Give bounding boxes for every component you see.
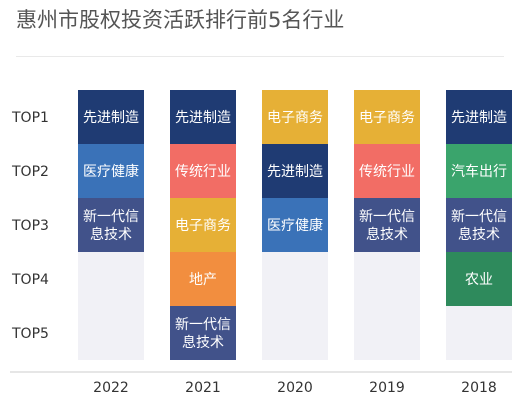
cell-label-2019-top2: 传统行业 <box>359 164 415 180</box>
year-label-2021: 2021 <box>185 380 221 396</box>
row-label-top5: TOP5 <box>11 326 49 342</box>
cell-label-2020-top2: 先进制造 <box>267 164 323 180</box>
cell-label-2021-top4: 地产 <box>189 272 217 288</box>
cell-2021-top4 <box>170 252 236 306</box>
row-label-top2: TOP2 <box>11 164 49 180</box>
cell-label-2022-top1: 先进制造 <box>83 110 139 126</box>
cell-2021-top5 <box>170 306 236 360</box>
cell-2018-top2 <box>446 144 512 198</box>
cell-2019-top2 <box>354 144 420 198</box>
cell-2022-top3 <box>78 198 144 252</box>
cell-label-2018-top1: 先进制造 <box>451 110 507 126</box>
cell-label-2018-top4: 农业 <box>465 272 493 288</box>
year-label-2018: 2018 <box>461 380 497 396</box>
cell-2021-top2 <box>170 144 236 198</box>
cell-2022-top1 <box>78 90 144 144</box>
cell-2018-top3 <box>446 198 512 252</box>
cell-2019-top3 <box>354 198 420 252</box>
cell-2018-top1 <box>446 90 512 144</box>
cell-2020-top2 <box>262 144 328 198</box>
year-label-2022: 2022 <box>93 380 129 396</box>
cell-2020-top3 <box>262 198 328 252</box>
cell-2021-top1 <box>170 90 236 144</box>
cell-label-2019-top3: 新一代信息技术 <box>359 209 415 243</box>
row-label-top1: TOP1 <box>11 110 49 126</box>
cell-label-2021-top2: 传统行业 <box>175 164 231 180</box>
cell-label-2022-top2: 医疗健康 <box>83 163 139 180</box>
cell-label-2020-top3: 医疗健康 <box>267 217 323 234</box>
title-divider <box>16 56 504 57</box>
cell-2020-top1 <box>262 90 328 144</box>
cell-label-2018-top3: 新一代信息技术 <box>451 209 507 243</box>
chart-title: 惠州市股权投资活跃排行前5名行业 <box>16 8 345 32</box>
cell-2022-top2 <box>78 144 144 198</box>
cell-label-2019-top1: 电子商务 <box>359 110 415 126</box>
year-label-2019: 2019 <box>369 380 405 396</box>
row-label-top4: TOP4 <box>11 272 49 288</box>
cell-label-2020-top1: 电子商务 <box>267 110 323 126</box>
cell-2018-top4 <box>446 252 512 306</box>
cell-2021-top3 <box>170 198 236 252</box>
row-label-top3: TOP3 <box>11 218 49 234</box>
cell-2019-top1 <box>354 90 420 144</box>
cell-label-2018-top2: 汽车出行 <box>451 163 507 180</box>
cell-label-2021-top1: 先进制造 <box>175 110 231 126</box>
cell-label-2021-top3: 电子商务 <box>175 218 231 234</box>
cell-label-2022-top3: 新一代信息技术 <box>83 209 139 243</box>
cell-label-2021-top5: 新一代信息技术 <box>175 317 231 351</box>
year-label-2020: 2020 <box>277 380 313 396</box>
